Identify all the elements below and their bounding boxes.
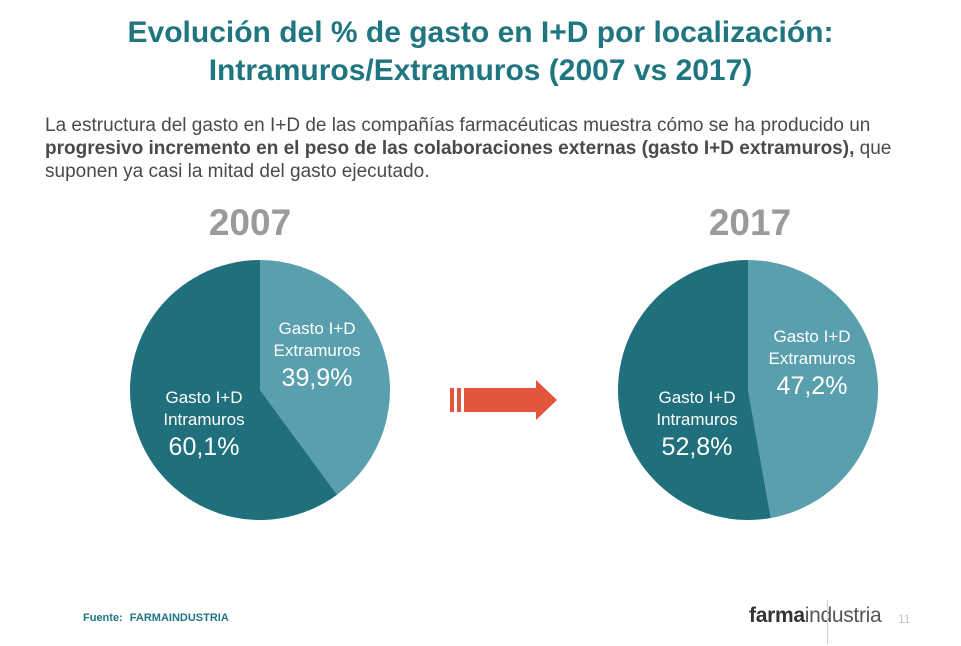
pie-slice-intramuros-2017 <box>617 260 771 520</box>
slice-label-line1: Gasto I+D <box>278 319 355 338</box>
page-title: Evolución del % de gasto en I+D por loca… <box>0 14 961 90</box>
slice-value-label: 60,1% <box>169 433 240 461</box>
chart-title-2017: 2017 <box>708 202 792 243</box>
slice-value-label: 52,8% <box>662 433 733 461</box>
pie-slice-extramuros-2017 <box>748 260 878 518</box>
pie-chart-2017: Gasto I+D Extramuros 47,2% Gasto I+D Intramu… <box>617 260 878 520</box>
intro-text-end: que suponen ya casi la mitad del gasto e… <box>45 138 892 182</box>
slice-label-line1: Gasto I+D <box>773 327 850 346</box>
farmaindustria-logo: farmaindustria <box>749 604 882 628</box>
logo-divider <box>827 600 828 644</box>
slice-value-label: 47,2% <box>777 372 848 400</box>
source-org: FARMAINDUSTRIA <box>129 612 229 624</box>
slice-label-line2: Intramuros <box>163 410 244 429</box>
title-line-1: Evolución del % de gasto en I+D por loca… <box>127 16 834 49</box>
logo-text-bold: farma <box>749 604 805 627</box>
page-number: 11 <box>898 612 911 626</box>
intro-paragraph: La estructura del gasto en I+D de las co… <box>45 114 925 183</box>
title-line-2: Intramuros/Extramuros (2007 vs 2017) <box>208 54 753 87</box>
intro-text-bold: progresivo incremento en el peso de las … <box>45 138 855 159</box>
logo-text-rest: industria <box>804 604 882 627</box>
arrow-right-icon <box>450 380 557 420</box>
slice-label-line1: Gasto I+D <box>658 388 735 407</box>
pie-slice-extramuros-2007 <box>260 260 390 495</box>
slice-label-line1: Gasto I+D <box>165 388 242 407</box>
pie-slice-intramuros-2007 <box>130 260 338 520</box>
pie-chart-2007: Gasto I+D Extramuros 39,9% Gasto I+D Intramu… <box>130 260 390 520</box>
slice-value-label: 39,9% <box>282 364 353 392</box>
slice-label-line2: Extramuros <box>769 349 856 368</box>
source-label: Fuente: <box>83 612 123 624</box>
intro-text-start: La estructura del gasto en I+D de las co… <box>45 115 871 136</box>
source-note: Fuente: FARMAINDUSTRIA <box>83 612 229 624</box>
slice-label-line2: Extramuros <box>274 341 361 360</box>
chart-title-2007: 2007 <box>208 202 292 243</box>
slice-label-line2: Intramuros <box>656 410 737 429</box>
